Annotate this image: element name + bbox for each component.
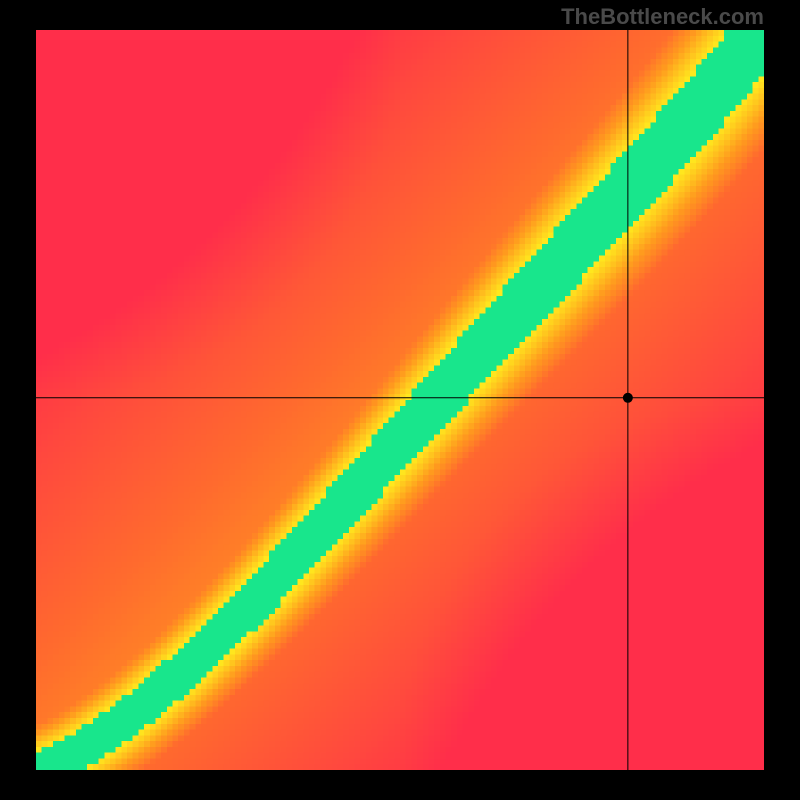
watermark-text: TheBottleneck.com bbox=[561, 4, 764, 30]
bottleneck-heatmap bbox=[36, 30, 764, 770]
chart-container: TheBottleneck.com bbox=[0, 0, 800, 800]
